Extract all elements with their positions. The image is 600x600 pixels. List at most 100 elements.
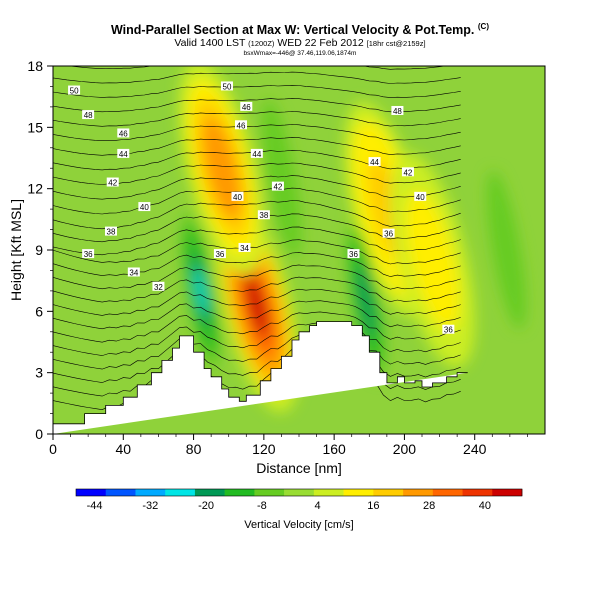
downdraft-contour (360, 277, 372, 325)
isentrope-label: 38 (257, 210, 270, 220)
y-tick-label: 3 (35, 365, 43, 381)
y-tick-label: 12 (27, 181, 43, 197)
y-tick-label: 15 (27, 119, 43, 135)
isentrope-label-text: 38 (259, 211, 268, 220)
colorbar-swatch (492, 489, 523, 496)
isentrope-label: 48 (391, 105, 404, 116)
updraft-contour (245, 273, 269, 338)
isentrope-label-bg (240, 101, 253, 111)
isentrope-label: 42 (106, 177, 119, 188)
isentrope-label-bg (271, 181, 284, 191)
y-tick-label: 0 (35, 426, 43, 442)
colorbar-tick-label: -32 (142, 500, 158, 512)
x-tick-label: 80 (186, 441, 202, 457)
isentrope-line (53, 111, 461, 127)
isentrope-line (53, 200, 461, 230)
isentrope-label-bg (152, 281, 165, 291)
colorbar-swatch (105, 489, 136, 496)
downdraft-7 (486, 171, 526, 329)
isentrope-label-bg (347, 249, 360, 259)
isentrope-label-text: 46 (119, 129, 128, 138)
updraft-1 (179, 66, 265, 276)
colorbar-swatch (165, 489, 196, 496)
isentrope-label-text: 50 (70, 87, 79, 96)
colorbar-tick-label: -44 (87, 500, 103, 512)
isentrope-label-bg (382, 228, 395, 238)
colorbar-swatch (76, 489, 107, 496)
x-axis: 0 40 80 120 160 200 240 (49, 434, 528, 457)
x-tick-label: 200 (393, 441, 417, 457)
isentrope-lines (53, 66, 461, 411)
downdraft-contour (195, 267, 207, 315)
downdraft-contour (276, 154, 287, 203)
isentrope-label: 46 (235, 120, 248, 130)
isentrope-label-bg (250, 148, 263, 158)
isentrope-label: 34 (238, 242, 251, 253)
colorbar-swatch (135, 489, 166, 496)
plot-area (53, 66, 545, 434)
isentrope-label-text: 44 (252, 150, 261, 159)
isentrope-label-text: 36 (349, 250, 358, 259)
isentrope-label-bg (238, 242, 251, 252)
downdraft-4 (181, 212, 221, 370)
x-tick-label: 120 (252, 441, 276, 457)
colorbar-swatch (373, 489, 404, 496)
isentrope-line (53, 276, 461, 303)
isentrope-label-text: 36 (84, 250, 93, 259)
isentrope-label-bg (117, 148, 130, 158)
isentrope-line (53, 239, 461, 265)
isentrope-label-text: 46 (242, 103, 251, 112)
chart-subtitle: Valid 1400 LST (1200Z) WED 22 Feb 2012 [… (174, 37, 426, 49)
isentrope-label: 44 (368, 157, 381, 167)
isentrope-label-bg (127, 267, 140, 277)
isentrope-label-text: 38 (107, 228, 116, 237)
isentrope-label: 36 (213, 249, 226, 259)
isentrope-label-bg (68, 85, 81, 95)
isentrope-label: 48 (82, 110, 95, 120)
isentrope-label-bg (82, 249, 95, 259)
isentrope-label-bg (257, 210, 270, 220)
isentrope-label-text: 48 (393, 107, 402, 116)
isentrope-label-text: 40 (233, 193, 242, 202)
isentrope-line (53, 322, 461, 356)
isentrope-label-bg (391, 105, 404, 115)
isentrope-line (53, 124, 461, 142)
isentrope-label: 42 (271, 181, 284, 192)
y-axis: 0 3 6 9 12 15 18 (27, 58, 53, 442)
isentrope-label-bg (235, 120, 248, 130)
colorbar-swatch (224, 489, 255, 496)
chart-title: Wind-Parallel Section at Max W: Vertical… (110, 22, 489, 38)
y-tick-label: 6 (35, 303, 43, 319)
isentrope-label-text: 36 (215, 250, 224, 259)
isentrope-label: 36 (442, 324, 455, 335)
isentrope-label: 40 (231, 191, 244, 202)
colorbar-tick-label: 40 (479, 500, 491, 512)
y-tick-label: 18 (27, 58, 43, 74)
terrain (53, 321, 468, 434)
colorbar-swatch (254, 489, 285, 496)
isentrope-label-bg (231, 191, 244, 201)
isentrope-label-bg (106, 177, 119, 187)
colorbar-swatch (313, 489, 344, 496)
isentrope-label: 32 (152, 281, 165, 292)
isentrope-label-text: 44 (119, 150, 128, 159)
colorbar-label: Vertical Velocity [cm/s] (244, 519, 353, 531)
isentrope-label-bg (82, 110, 95, 120)
colorbar-swatch (432, 489, 463, 496)
isentrope-label: 44 (117, 148, 130, 159)
colorbar-swatch (284, 489, 315, 496)
isentrope-line (53, 252, 461, 277)
isentrope-label-text: 40 (140, 203, 149, 212)
isentrope-label-text: 48 (84, 111, 93, 120)
isentrope-label: 42 (401, 167, 414, 177)
isentrope-label-bg (117, 128, 130, 138)
isentrope-label-text: 50 (223, 82, 232, 91)
isentrope-line (53, 264, 461, 290)
isentrope-line (53, 300, 461, 330)
isentrope-line (53, 311, 461, 343)
isentrope-label: 36 (82, 249, 95, 259)
isentrope-line (53, 213, 461, 243)
isentrope-line (53, 288, 461, 316)
